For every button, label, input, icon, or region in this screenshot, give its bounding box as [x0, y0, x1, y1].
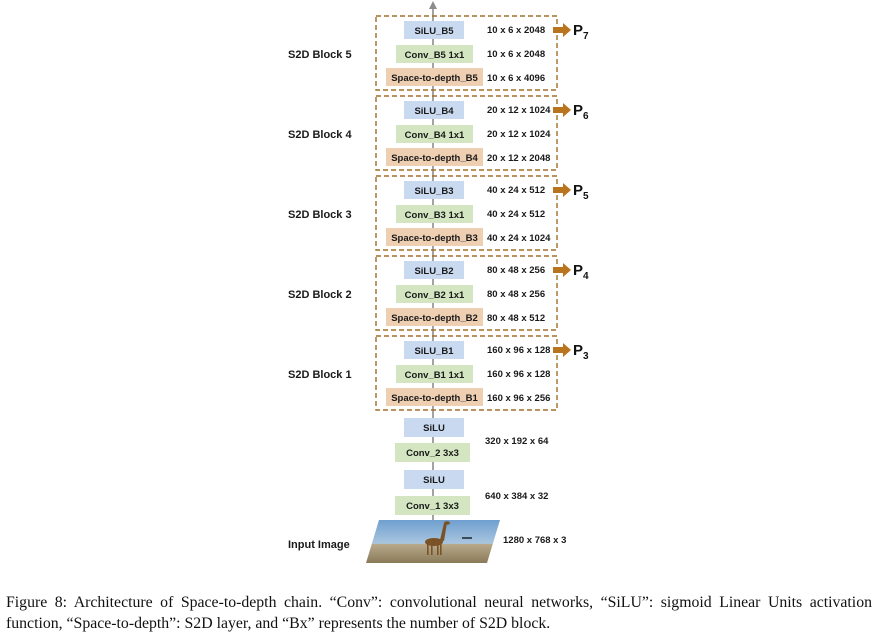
- s2d-block-4-conv-dims: 20 x 12 x 1024: [487, 129, 551, 140]
- s2d-block-4-s2d: [386, 148, 483, 166]
- s2d-block-2-silu-dims: 80 x 48 x 256: [487, 265, 545, 276]
- s2d-block-1-output-label: P3: [573, 342, 589, 362]
- s2d-block-3-output-label: P5: [573, 182, 589, 202]
- s2d-block-4-frame: [375, 95, 558, 171]
- s2d-block-1-output-arrow: [553, 343, 571, 357]
- s2d-block-3-conv: [396, 205, 473, 223]
- s2d-block-5-label: S2D Block 5: [288, 49, 352, 61]
- s2d-block-4: S2D Block 4 SiLU_B4 20 x 12 x 1024 Conv_B4 …: [288, 95, 589, 171]
- stem-dims-2: 320 x 192 x 64: [485, 436, 549, 447]
- s2d-block-3-conv-label: Conv_B3 1x1: [405, 210, 465, 221]
- stem-silu-2: SiLU: [404, 418, 464, 437]
- s2d-block-4-s2d-dims: 20 x 12 x 2048: [487, 153, 550, 164]
- s2d-block-5-conv-dims: 10 x 6 x 2048: [487, 49, 545, 60]
- s2d-block-3-silu: [404, 181, 464, 199]
- s2d-block-5-s2d-label: Space-to-depth_B5: [391, 73, 478, 84]
- s2d-block-3-output-arrow: [553, 183, 571, 197]
- s2d-block-2: S2D Block 2 SiLU_B2 80 x 48 x 256 Conv_B2 1…: [288, 255, 589, 331]
- s2d-block-2-s2d-label: Space-to-depth_B2: [391, 313, 478, 324]
- stem-conv-1-label: Conv_1 3x3: [406, 501, 459, 512]
- s2d-block-5-silu-label: SiLU_B5: [414, 26, 454, 37]
- s2d-block-3-silu-label: SiLU_B3: [414, 186, 453, 197]
- s2d-block-1-label: S2D Block 1: [288, 369, 352, 381]
- s2d-block-4-silu: [404, 101, 464, 119]
- s2d-block-1-conv-label: Conv_B1 1x1: [405, 370, 465, 381]
- s2d-block-5-s2d-dims: 10 x 6 x 4096: [487, 73, 545, 84]
- input-dims: 1280 x 768 x 3: [503, 535, 566, 546]
- s2d-block-2-conv-dims: 80 x 48 x 256: [487, 289, 545, 300]
- s2d-block-2-silu-label: SiLU_B2: [414, 266, 453, 277]
- s2d-block-3-frame: [375, 175, 558, 251]
- s2d-block-4-silu-label: SiLU_B4: [414, 106, 454, 117]
- s2d-block-3-label: S2D Block 3: [288, 209, 352, 221]
- stem-silu-1-label: SiLU: [423, 475, 445, 486]
- s2d-block-5: S2D Block 5 SiLU_B5 10 x 6 x 2048 Conv_B5 1…: [288, 15, 589, 91]
- s2d-block-5-s2d: [386, 68, 483, 86]
- s2d-block-4-conv: [396, 125, 473, 143]
- architecture-diagram: Input Image 1280 x 768 x 3 Conv_1 3x3 Si…: [288, 1, 589, 563]
- s2d-block-2-label: S2D Block 2: [288, 289, 352, 301]
- s2d-block-1-s2d-label: Space-to-depth_B1: [391, 393, 478, 404]
- s2d-block-5-conv-label: Conv_B5 1x1: [405, 50, 465, 61]
- figure-caption: Figure 8: Architecture of Space-to-depth…: [6, 594, 872, 632]
- s2d-block-1-s2d: [386, 388, 483, 406]
- s2d-block-1-silu-dims: 160 x 96 x 128: [487, 345, 550, 356]
- stem-dims-1: 640 x 384 x 32: [485, 491, 548, 502]
- s2d-block-2-s2d: [386, 308, 483, 326]
- stem-silu-1: SiLU: [404, 470, 464, 489]
- s2d-block-5-output-arrow: [553, 23, 571, 37]
- s2d-block-1-frame: [375, 335, 558, 411]
- s2d-block-2-s2d-dims: 80 x 48 x 512: [487, 313, 545, 324]
- s2d-block-3-s2d-label: Space-to-depth_B3: [391, 233, 478, 244]
- stem-conv-1: Conv_1 3x3: [395, 496, 470, 515]
- s2d-block-3-s2d-dims: 40 x 24 x 1024: [487, 233, 551, 244]
- s2d-block-4-output-label: P6: [573, 102, 589, 122]
- s2d-block-2-conv: [396, 285, 473, 303]
- flow-arrowhead: [429, 1, 437, 9]
- s2d-block-4-silu-dims: 20 x 12 x 1024: [487, 105, 551, 116]
- s2d-block-3-s2d: [386, 228, 483, 246]
- s2d-block-2-output-label: P4: [573, 262, 589, 282]
- stem-conv-2: Conv_2 3x3: [395, 443, 470, 462]
- s2d-block-3: S2D Block 3 SiLU_B3 40 x 24 x 512 Conv_B3 1…: [288, 175, 589, 251]
- s2d-block-1: S2D Block 1 SiLU_B1 160 x 96 x 128 Conv_B1 …: [288, 335, 589, 411]
- s2d-block-1-s2d-dims: 160 x 96 x 256: [487, 393, 550, 404]
- s2d-block-5-silu-dims: 10 x 6 x 2048: [487, 25, 545, 36]
- s2d-block-1-silu: [404, 341, 464, 359]
- s2d-block-5-output-label: P7: [573, 22, 589, 42]
- stem-conv-2-label: Conv_2 3x3: [406, 448, 459, 459]
- input-image: [366, 520, 500, 563]
- input-image-label: Input Image: [288, 539, 350, 551]
- s2d-block-4-s2d-label: Space-to-depth_B4: [391, 153, 478, 164]
- s2d-block-2-silu: [404, 261, 464, 279]
- s2d-block-1-silu-label: SiLU_B1: [414, 346, 454, 357]
- s2d-block-3-silu-dims: 40 x 24 x 512: [487, 185, 545, 196]
- s2d-block-3-conv-dims: 40 x 24 x 512: [487, 209, 545, 220]
- s2d-block-1-conv-dims: 160 x 96 x 128: [487, 369, 550, 380]
- s2d-block-4-label: S2D Block 4: [288, 129, 352, 141]
- s2d-block-4-conv-label: Conv_B4 1x1: [405, 130, 465, 141]
- s2d-block-5-conv: [396, 45, 473, 63]
- s2d-block-5-silu: [404, 21, 464, 39]
- s2d-block-1-conv: [396, 365, 473, 383]
- s2d-block-5-frame: [375, 15, 558, 91]
- s2d-blocks: S2D Block 1 SiLU_B1 160 x 96 x 128 Conv_B1 …: [288, 15, 589, 411]
- stem-silu-2-label: SiLU: [423, 423, 445, 434]
- s2d-block-2-conv-label: Conv_B2 1x1: [405, 290, 465, 301]
- s2d-block-4-output-arrow: [553, 103, 571, 117]
- s2d-block-2-output-arrow: [553, 263, 571, 277]
- s2d-block-2-frame: [375, 255, 558, 331]
